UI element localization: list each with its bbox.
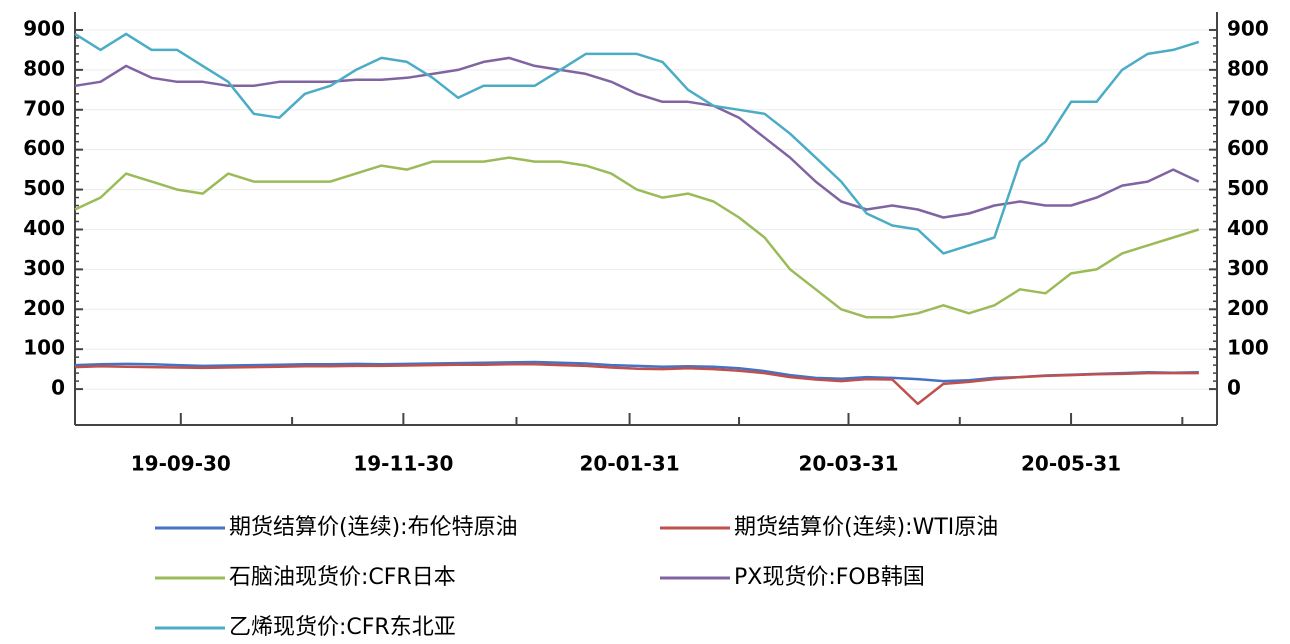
y-tick-label: 100	[23, 336, 65, 360]
legend-label: PX现货价:FOB韩国	[734, 565, 925, 590]
series-line	[74, 360, 1199, 383]
legend-label: 期货结算价(连续):布伦特原油	[229, 515, 518, 540]
legend-label: 石脑油现货价:CFR日本	[229, 565, 456, 590]
y-tick-label: 400	[23, 216, 65, 240]
y2-tick-label: 900	[1227, 16, 1269, 40]
y-tick-label: 700	[23, 96, 65, 120]
x-tick-label: 20-01-31	[580, 452, 680, 476]
y2-tick-label: 500	[1227, 176, 1269, 200]
series-line	[74, 32, 1200, 255]
legend-label: 期货结算价(连续):WTI原油	[734, 515, 998, 540]
y2-tick-label: 200	[1227, 296, 1269, 320]
x-tick-label: 19-09-30	[131, 452, 231, 476]
y-tick-label: 0	[51, 376, 65, 400]
y-tick-label: 500	[23, 176, 65, 200]
y2-tick-label: 300	[1227, 256, 1269, 280]
y-tick-label: 600	[23, 136, 65, 160]
y-tick-label: 800	[23, 56, 65, 80]
y2-tick-label: 100	[1227, 336, 1269, 360]
y2-tick-label: 700	[1227, 96, 1269, 120]
y2-tick-label: 400	[1227, 216, 1269, 240]
x-tick-label: 20-03-31	[798, 452, 898, 476]
y2-tick-label: 800	[1227, 56, 1269, 80]
y-tick-label: 300	[23, 256, 65, 280]
x-tick-label: 20-05-31	[1021, 452, 1121, 476]
series-line	[74, 363, 1199, 406]
x-tick-label: 19-11-30	[353, 452, 453, 476]
y2-tick-label: 600	[1227, 136, 1269, 160]
y-tick-label: 900	[23, 16, 65, 40]
series-line	[74, 56, 1200, 219]
series-line	[74, 156, 1200, 319]
y2-tick-label: 0	[1227, 376, 1241, 400]
y-tick-label: 200	[23, 296, 65, 320]
legend-label: 乙烯现货价:CFR东北亚	[229, 615, 456, 640]
